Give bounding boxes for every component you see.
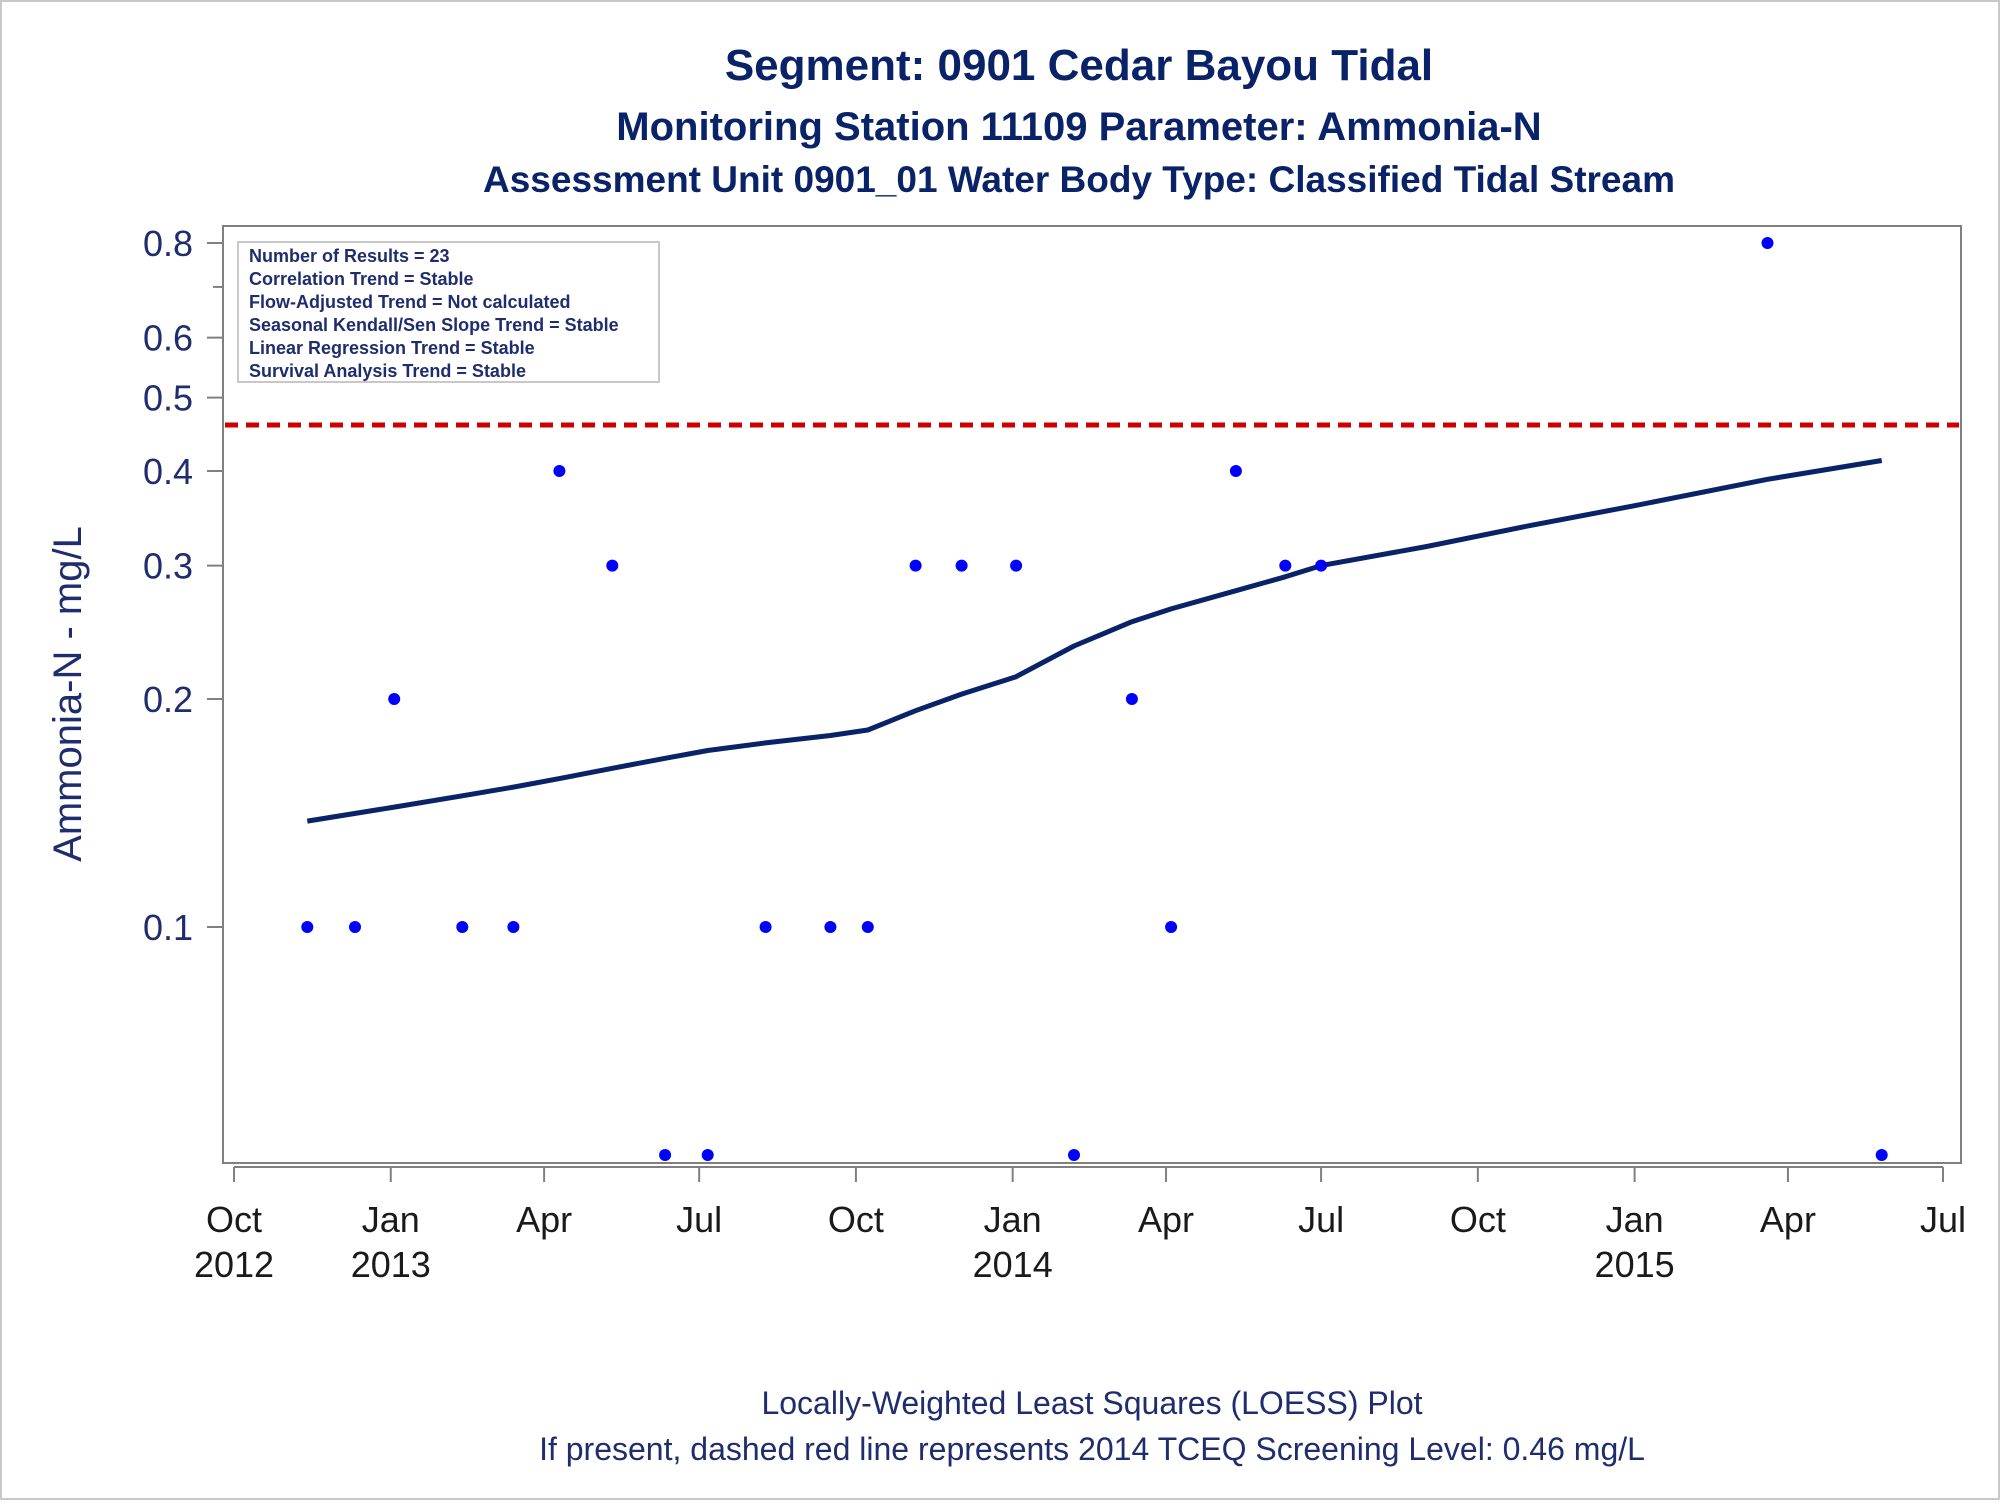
stats-line: Correlation Trend = Stable <box>249 269 474 289</box>
y-axis: 0.1 0.2 0.3 0.4 0.5 0.6 0.8 <box>143 223 223 948</box>
data-point <box>456 921 469 933</box>
y-tick-label: 0.4 <box>143 451 193 492</box>
x-tick-label: Jan <box>984 1199 1042 1240</box>
x-tick-label: Apr <box>516 1199 572 1240</box>
data-point <box>909 559 922 572</box>
y-tick-label: 0.3 <box>143 546 193 587</box>
stats-line: Flow-Adjusted Trend = Not calculated <box>249 292 571 312</box>
data-point <box>1279 559 1292 572</box>
data-point <box>349 921 361 933</box>
data-point <box>1875 1149 1888 1161</box>
y-axis-label: Ammonia-N - mg/L <box>46 526 90 862</box>
data-point <box>759 921 772 933</box>
x-tick-year-label: 2013 <box>351 1244 431 1285</box>
footnote-loess: Locally-Weighted Least Squares (LOESS) P… <box>761 1385 1422 1421</box>
data-point <box>1229 465 1242 477</box>
data-point <box>553 465 566 477</box>
data-point <box>1068 1149 1080 1161</box>
data-point <box>824 921 837 933</box>
y-tick-label: 0.5 <box>143 378 193 419</box>
data-point <box>861 921 874 933</box>
y-tick-label: 0.1 <box>143 907 193 948</box>
data-point <box>507 921 520 933</box>
data-point <box>1010 559 1023 572</box>
x-tick-label: Apr <box>1760 1199 1816 1240</box>
x-tick-label: Jul <box>1298 1199 1344 1240</box>
x-tick-label: Apr <box>1138 1199 1194 1240</box>
stats-line: Number of Results = 23 <box>249 246 450 266</box>
data-point <box>388 693 401 705</box>
x-tick-year-label: 2012 <box>194 1244 274 1285</box>
data-point <box>301 921 314 933</box>
data-point <box>701 1149 714 1161</box>
y-tick-label: 0.6 <box>143 318 193 359</box>
data-point <box>606 559 619 572</box>
x-tick-label: Oct <box>1450 1199 1506 1240</box>
x-tick-label: Jan <box>1606 1199 1664 1240</box>
stats-box-border <box>237 241 660 383</box>
x-tick-label: Oct <box>828 1199 884 1240</box>
data-point <box>659 1149 672 1161</box>
data-point <box>1761 237 1774 249</box>
chart-title: Segment: 0901 Cedar Bayou Tidal <box>725 41 1433 90</box>
stats-line: Seasonal Kendall/Sen Slope Trend = Stabl… <box>249 315 619 335</box>
data-point <box>1165 921 1178 933</box>
x-tick-year-label: 2014 <box>973 1244 1053 1285</box>
data-point <box>1125 693 1138 705</box>
x-tick-label: Jul <box>1920 1199 1966 1240</box>
y-tick-label: 0.8 <box>143 223 193 264</box>
stats-box: Number of Results = 23 Correlation Trend … <box>237 241 660 383</box>
stats-line: Linear Regression Trend = Stable <box>249 338 535 358</box>
data-point <box>955 559 968 572</box>
data-point <box>1315 559 1328 572</box>
loess-curve <box>306 458 1883 824</box>
x-tick-label: Jan <box>362 1199 420 1240</box>
y-tick-label: 0.2 <box>143 679 193 720</box>
data-points <box>301 237 1888 1161</box>
chart-subtitle-unit: Assessment Unit 0901_01 Water Body Type:… <box>483 159 1675 200</box>
x-tick-label: Oct <box>206 1199 262 1240</box>
footnote-screening: If present, dashed red line represents 2… <box>539 1431 1645 1467</box>
x-tick-label: Jul <box>676 1199 722 1240</box>
x-tick-year-label: 2015 <box>1595 1244 1675 1285</box>
stats-line: Survival Analysis Trend = Stable <box>249 361 526 381</box>
chart-subtitle-station: Monitoring Station 11109 Parameter: Ammo… <box>616 105 1541 149</box>
